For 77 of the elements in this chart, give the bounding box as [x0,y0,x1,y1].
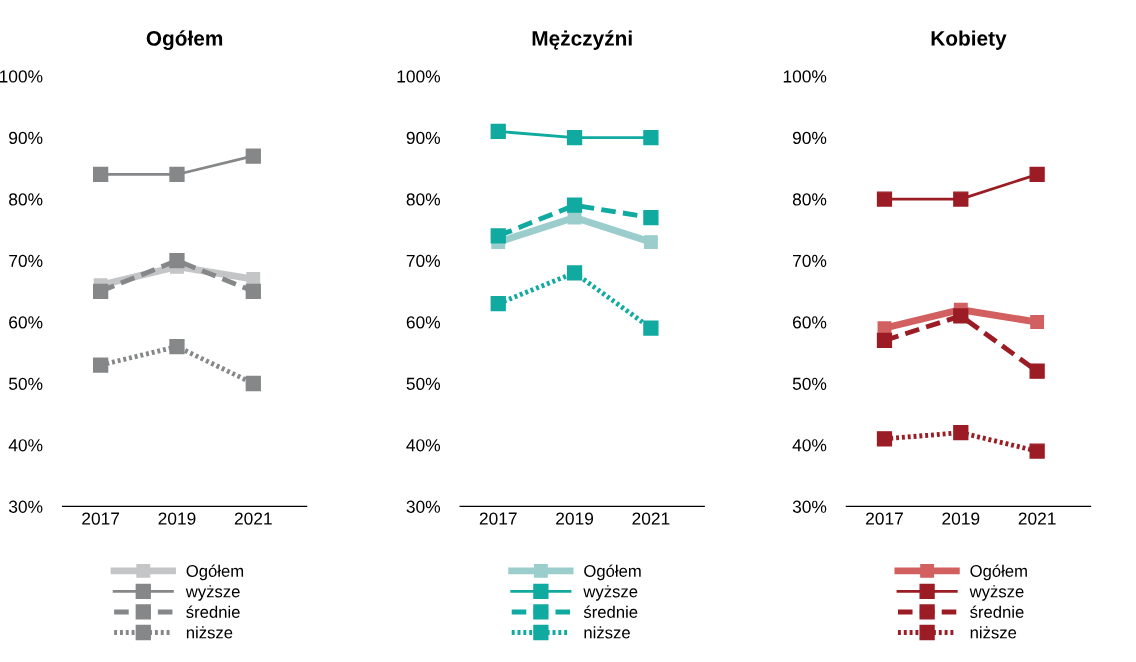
legend-label: niższe [584,626,630,639]
point [490,228,506,244]
x-tick-label: 2017 [82,512,120,525]
legend-label: Ogółem [584,564,641,581]
y-tick-label: 80% [406,193,441,206]
y-tick-label: 100% [783,70,827,83]
point [566,197,583,213]
point [953,191,969,207]
y-tick-label: 100% [0,70,43,83]
point [93,283,109,299]
y-tick-label: 90% [792,131,827,145]
legend-label: wyższe [583,585,638,601]
point [245,148,261,164]
x-tick-label: 2021 [1018,512,1056,525]
point [93,166,109,183]
y-tick-label: 80% [792,193,827,206]
point [169,166,185,183]
point [169,252,185,269]
legend-label: średnie [970,605,1024,618]
x-tick-label: 2019 [556,512,594,525]
legend-label: średnie [186,605,240,618]
point [1030,315,1045,329]
point [93,357,109,373]
chart-title: Kobiety [931,30,1007,50]
y-tick-label: 60% [9,316,43,329]
y-tick-label: 40% [8,439,43,452]
x-tick-label: 2019 [158,512,196,525]
y-tick-label: 80% [9,193,43,206]
y-tick-label: 90% [406,131,441,145]
point [1029,363,1045,379]
point [953,308,969,324]
y-tick-label: 50% [8,377,43,390]
legend-label: Ogółem [970,564,1027,581]
point [490,123,506,140]
y-tick-label: 30% [8,500,43,513]
point [876,191,893,207]
y-tick-label: 60% [793,316,827,329]
y-tick-label: 100% [397,70,441,83]
point [566,265,583,281]
y-tick-label: 70% [9,254,43,268]
x-tick-label: 2019 [942,512,980,525]
legend-label: niższe [970,626,1017,639]
point [643,129,659,146]
point [643,209,659,226]
y-tick-label: 60% [406,316,441,329]
y-tick-label: 40% [406,439,441,452]
point [643,320,659,336]
y-tick-label: 30% [406,500,441,513]
point [953,425,969,441]
y-tick-label: 70% [793,254,827,268]
x-tick-label: 2017 [479,512,517,525]
legend-label: wyższe [969,585,1024,601]
chart-title: Mężczyźni [532,30,632,50]
point [876,332,893,349]
chart-title: Ogółem [146,30,223,50]
legend-label: niższe [186,626,233,639]
point [643,235,658,250]
legend-label: wyższe [185,585,240,601]
point [169,338,185,355]
y-tick-label: 90% [9,131,43,145]
x-tick-label: 2021 [234,512,272,525]
y-tick-label: 70% [406,254,441,268]
y-tick-label: 40% [792,439,827,452]
y-tick-label: 50% [792,377,827,390]
point [490,295,506,312]
x-tick-label: 2021 [632,512,670,525]
y-tick-label: 50% [406,377,441,390]
legend-label: Ogółem [186,564,244,581]
x-tick-label: 2017 [866,512,903,525]
legend-label: średnie [583,605,638,618]
point [566,129,583,146]
point [245,375,261,392]
y-tick-label: 30% [792,500,827,513]
point [876,431,893,447]
point [1029,443,1045,459]
point [1029,166,1045,183]
point [245,283,261,299]
